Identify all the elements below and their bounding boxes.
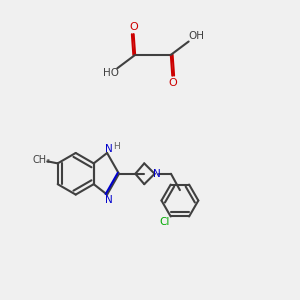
Text: Cl: Cl	[160, 218, 170, 227]
Text: O: O	[168, 78, 177, 88]
Text: H: H	[112, 142, 119, 151]
Text: N: N	[153, 169, 161, 179]
Text: N: N	[105, 143, 112, 154]
Text: O: O	[129, 22, 138, 32]
Text: CH₃: CH₃	[32, 155, 50, 165]
Text: OH: OH	[188, 32, 204, 41]
Text: N: N	[105, 195, 112, 205]
Text: HO: HO	[103, 68, 119, 78]
